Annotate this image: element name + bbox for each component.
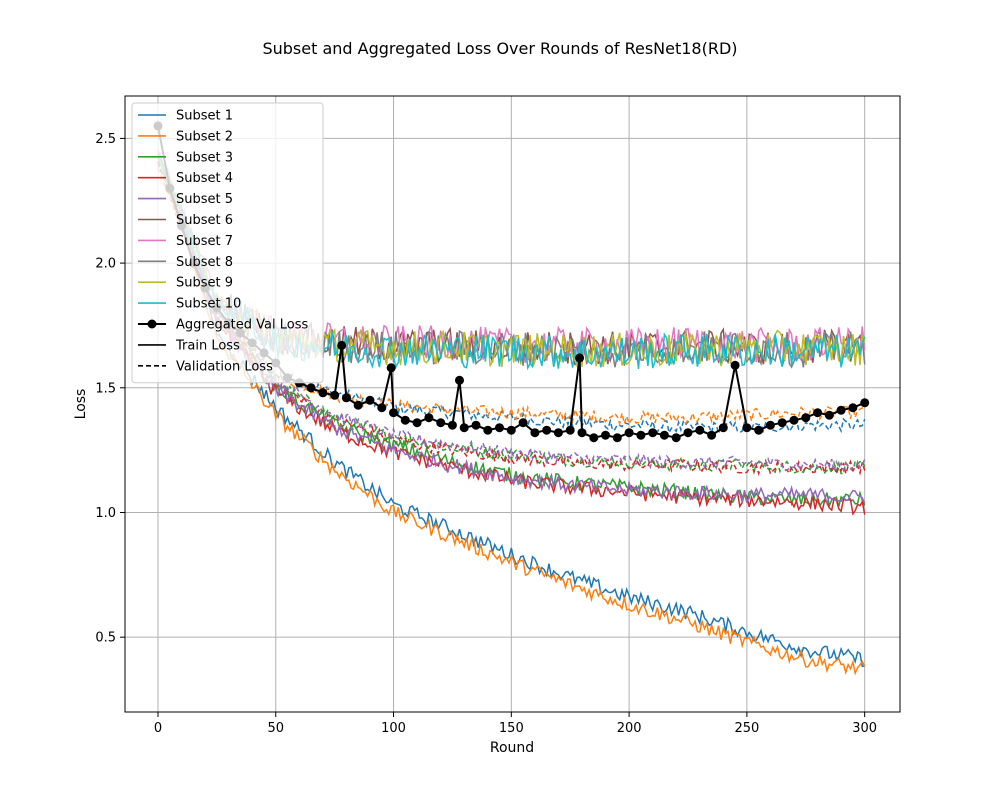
- aggregated-val-loss-point: [589, 433, 599, 443]
- aggregated-val-loss-point: [306, 383, 316, 393]
- aggregated-val-loss-point: [648, 428, 658, 438]
- aggregated-val-loss-point: [337, 340, 347, 350]
- x-axis-label: Round: [490, 740, 534, 756]
- aggregated-val-loss-point: [718, 423, 728, 433]
- aggregated-val-loss-point: [789, 415, 799, 425]
- aggregated-val-loss-point: [671, 433, 681, 443]
- aggregated-val-loss-point: [365, 395, 375, 405]
- axis-ticks: 0 50 100 150 200 250 300 0.5 1.0 1.5 2.0 2.5: [95, 132, 877, 736]
- aggregated-val-loss-point: [341, 393, 351, 403]
- aggregated-val-loss-point: [577, 428, 587, 438]
- aggregated-val-loss-point: [400, 415, 410, 425]
- legend-label: Train Loss: [175, 338, 240, 353]
- aggregated-val-loss-point: [447, 420, 457, 430]
- aggregated-val-loss-point: [506, 425, 516, 435]
- series-line-subset-3-train: [157, 156, 866, 509]
- aggregated-val-loss-point: [824, 410, 834, 420]
- y-tick-label: 0.5: [95, 631, 116, 646]
- series-line-subset-5-train: [157, 154, 866, 506]
- aggregated-val-loss-point: [813, 408, 823, 418]
- x-tick-label: 50: [267, 721, 284, 736]
- aggregated-val-loss-point: [530, 428, 540, 438]
- aggregated-val-loss-point: [330, 390, 340, 400]
- aggregated-val-loss-point: [801, 413, 811, 423]
- aggregated-val-loss-point: [695, 425, 705, 435]
- series-line-subset-4-train: [157, 152, 866, 516]
- legend-label: Subset 2: [176, 129, 233, 144]
- aggregated-val-loss-point: [436, 418, 446, 428]
- x-tick-label: 100: [381, 721, 406, 736]
- legend-label: Subset 4: [176, 171, 233, 186]
- aggregated-val-loss-point: [707, 430, 717, 440]
- aggregated-val-loss-point: [424, 413, 434, 423]
- legend-label: Subset 7: [176, 234, 233, 249]
- series-line-subset-1-val: [157, 162, 866, 437]
- aggregated-val-loss-point: [471, 420, 481, 430]
- aggregated-val-loss-point: [612, 433, 622, 443]
- aggregated-val-loss-point: [683, 428, 693, 438]
- y-tick-label: 1.5: [95, 381, 116, 396]
- chart-title: Subset and Aggregated Loss Over Rounds o…: [262, 39, 737, 58]
- aggregated-val-loss-point: [742, 423, 752, 433]
- x-tick-label: 250: [734, 721, 759, 736]
- aggregated-val-loss-point: [318, 388, 328, 398]
- x-tick-label: 300: [852, 721, 877, 736]
- legend-label: Subset 1: [176, 109, 233, 124]
- aggregated-val-loss-point: [542, 425, 552, 435]
- aggregated-val-loss-point: [777, 418, 787, 428]
- legend-label: Subset 9: [176, 276, 233, 291]
- legend-label: Subset 8: [176, 255, 233, 270]
- aggregated-val-loss-point: [659, 430, 669, 440]
- aggregated-val-loss-point: [575, 353, 585, 363]
- aggregated-val-loss-point: [565, 425, 575, 435]
- legend: Subset 1 Subset 2 Subset 3 Subset 4 Subset 5…: [131, 102, 324, 384]
- aggregated-val-loss-point: [754, 425, 764, 435]
- aggregated-val-loss-point: [386, 363, 396, 373]
- aggregated-val-loss-point: [455, 375, 464, 385]
- legend-label: Subset 5: [176, 192, 233, 207]
- series-line-subset-1-train: [157, 151, 865, 668]
- aggregated-val-loss-point: [860, 398, 870, 408]
- aggregated-val-loss-point: [518, 418, 528, 428]
- aggregated-val-loss-point: [601, 430, 610, 440]
- aggregated-val-loss-point: [459, 423, 469, 433]
- legend-label: Subset 6: [176, 213, 233, 228]
- legend-box: [131, 102, 324, 384]
- legend-marker: [147, 319, 157, 329]
- y-tick-label: 1.0: [95, 506, 116, 521]
- aggregated-val-loss-point: [553, 428, 563, 438]
- y-axis-label: Loss: [73, 389, 89, 420]
- y-tick-label: 2.5: [95, 132, 116, 147]
- aggregated-val-loss-point: [353, 400, 363, 410]
- x-tick-label: 150: [499, 721, 524, 736]
- aggregated-val-loss-point: [765, 420, 775, 430]
- legend-label: Aggregated Val Loss: [176, 318, 308, 333]
- aggregated-val-loss-point: [836, 405, 846, 415]
- x-tick-label: 0: [154, 721, 162, 736]
- aggregated-val-loss-point: [848, 403, 858, 413]
- plot-frame: [124, 95, 901, 713]
- series-line-subset-2-train: [157, 155, 866, 676]
- aggregated-val-loss-point: [495, 423, 504, 433]
- aggregated-val-loss-point: [377, 403, 387, 413]
- legend-label: Subset 10: [176, 297, 241, 312]
- legend-label: Subset 3: [176, 150, 233, 165]
- aggregated-val-loss-point: [636, 430, 646, 440]
- aggregated-val-loss-point: [412, 418, 422, 428]
- aggregated-val-loss-point: [624, 428, 634, 438]
- x-tick-label: 200: [617, 721, 642, 736]
- aggregated-val-loss-point: [389, 408, 398, 418]
- aggregated-val-loss-point: [730, 360, 740, 370]
- aggregated-val-loss-point: [483, 425, 493, 435]
- y-tick-label: 2.0: [95, 257, 116, 272]
- legend-label: Validation Loss: [176, 359, 273, 374]
